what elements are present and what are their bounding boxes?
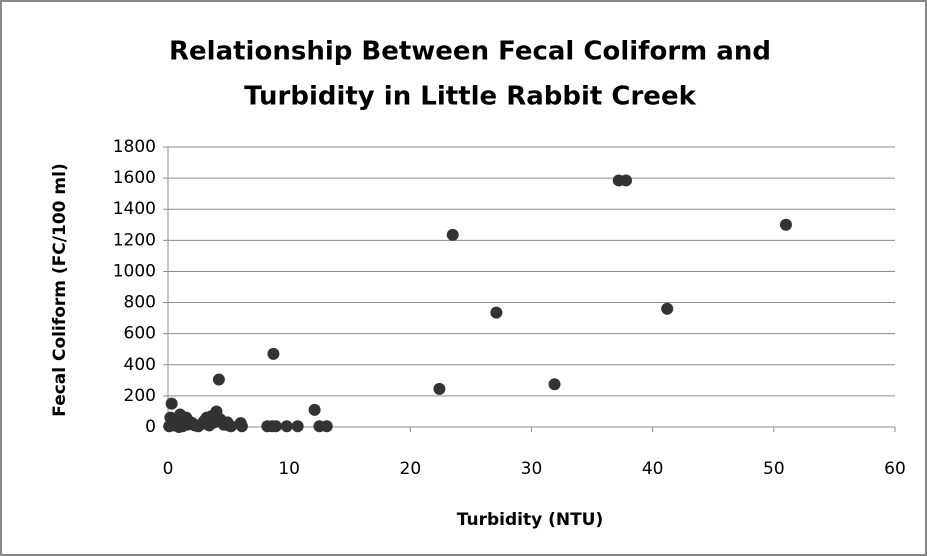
point <box>291 420 304 433</box>
point <box>163 420 176 433</box>
chart-title-line-1: Relationship Between Fecal Coliform and <box>169 37 771 67</box>
point <box>180 411 193 424</box>
point <box>548 378 561 391</box>
point <box>308 403 321 416</box>
y-tick-label: 600 <box>124 324 156 344</box>
y-tick-label: 1800 <box>113 137 156 157</box>
x-tick-label: 30 <box>521 459 543 479</box>
x-tick-label: 20 <box>400 459 422 479</box>
y-tick-label: 400 <box>124 355 156 375</box>
point <box>212 373 225 386</box>
y-tick-label: 800 <box>124 293 156 313</box>
point <box>490 306 503 319</box>
point <box>661 302 674 315</box>
y-tick-label: 1200 <box>113 230 156 250</box>
x-tick-label: 40 <box>642 459 664 479</box>
y-tick-label: 1600 <box>113 168 156 188</box>
y-tick-label: 0 <box>145 417 156 437</box>
point <box>433 382 446 395</box>
x-tick-label: 10 <box>278 459 300 479</box>
point <box>222 419 235 432</box>
point <box>165 397 178 410</box>
point <box>320 420 333 433</box>
point <box>235 420 248 433</box>
point <box>620 174 633 187</box>
x-tick-label: 0 <box>163 459 174 479</box>
x-axis-title: Turbidity (NTU) <box>457 510 604 530</box>
y-tick-label: 1000 <box>113 261 156 281</box>
point <box>446 228 459 241</box>
point <box>267 347 280 360</box>
y-axis-title: Fecal Coliform (FC/100 ml) <box>50 163 70 416</box>
point <box>779 218 792 231</box>
point <box>280 420 293 433</box>
x-tick-label: 60 <box>884 459 906 479</box>
chart-title-line-2: Turbidity in Little Rabbit Creek <box>244 82 696 112</box>
x-tick-label: 50 <box>763 459 785 479</box>
point <box>172 421 185 433</box>
point <box>269 420 282 433</box>
y-tick-label: 200 <box>124 386 156 406</box>
y-tick-label: 1400 <box>113 199 156 219</box>
